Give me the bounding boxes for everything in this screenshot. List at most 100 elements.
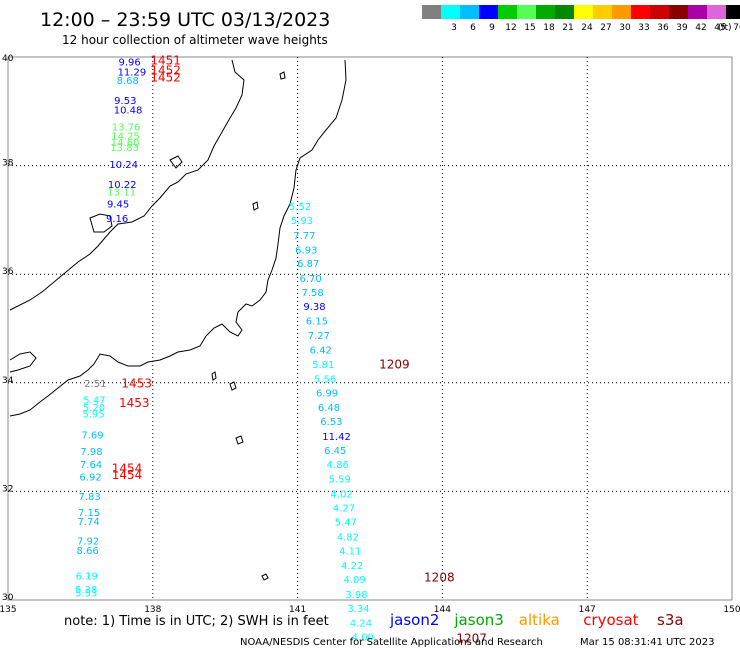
longitude-label: 144 bbox=[434, 605, 451, 615]
legend-tick-label: 33 bbox=[638, 23, 649, 33]
swh-value: 5.56 bbox=[314, 374, 336, 385]
satellite-name: jason3 bbox=[453, 611, 503, 629]
swh-value: 4.11 bbox=[339, 546, 361, 557]
graticule: 135 138 141 144 147 150 40 38 36 34 32 30 bbox=[0, 54, 740, 615]
legend-tick-label: 27 bbox=[600, 23, 611, 33]
swh-value: 6.93 bbox=[295, 246, 317, 257]
swh-value: 7.15 bbox=[78, 508, 100, 519]
swh-value: 6.70 bbox=[300, 274, 322, 285]
swh-value: 6.45 bbox=[324, 446, 346, 457]
latitude-label: 32 bbox=[2, 484, 13, 494]
swh-value: 5.52 bbox=[289, 202, 311, 213]
footer-note: note: 1) Time is in UTC; 2) SWH is in fe… bbox=[64, 614, 329, 629]
swh-value: 11.29 bbox=[118, 67, 147, 78]
swh-value: 7.64 bbox=[80, 460, 102, 471]
swh-value: 13.83 bbox=[110, 143, 139, 154]
swh-value: 6.15 bbox=[306, 317, 328, 328]
legend-swatch bbox=[498, 5, 517, 19]
island-hachijo bbox=[261, 573, 269, 581]
swh-value: 4.00 bbox=[352, 633, 374, 644]
swh-value: 7.92 bbox=[77, 537, 99, 548]
legend-swatch bbox=[536, 5, 555, 19]
swh-value: 6.87 bbox=[297, 259, 319, 270]
swh-value: 5.20 bbox=[83, 403, 105, 414]
swh-value: 4.09 bbox=[343, 575, 365, 586]
swh-value: 7.69 bbox=[81, 431, 103, 442]
longitude-label: 138 bbox=[144, 605, 161, 615]
swh-value: 5.47 bbox=[83, 395, 105, 406]
pass-time: 1452 bbox=[150, 63, 181, 77]
legend-swatch bbox=[688, 5, 707, 19]
legend-swatch bbox=[422, 5, 441, 19]
legend-swatch bbox=[593, 5, 612, 19]
legend-tick-label: 45 bbox=[714, 23, 725, 33]
swh-value: 13.76 bbox=[112, 122, 141, 133]
footer-timestamp: Mar 15 08:31:41 UTC 2023 bbox=[580, 637, 715, 648]
satellite-name: altika bbox=[519, 611, 560, 629]
island-sado bbox=[169, 155, 183, 169]
legend-tick-label: 39 bbox=[676, 23, 688, 33]
pass-time: 1454 bbox=[112, 468, 143, 482]
pass-time: 1208 bbox=[424, 571, 455, 585]
map-subtitle: 12 hour collection of altimeter wave hei… bbox=[62, 33, 328, 47]
swh-value: 7.58 bbox=[301, 288, 323, 299]
swh-value: 9.96 bbox=[119, 58, 141, 69]
swh-value: 3.98 bbox=[345, 590, 367, 601]
swh-value: 5.38 bbox=[75, 585, 97, 596]
latitude-label: 40 bbox=[2, 54, 14, 64]
swh-value: 6.19 bbox=[76, 571, 98, 582]
map-frame bbox=[7, 56, 733, 601]
satellite-name: cryosat bbox=[583, 611, 638, 629]
swh-value: 5.95 bbox=[82, 410, 104, 421]
pass-time: 1452 bbox=[150, 70, 181, 84]
swh-value: 6.53 bbox=[320, 417, 342, 428]
island-small-a bbox=[211, 371, 217, 381]
swh-value: 6.42 bbox=[310, 345, 332, 356]
swh-value: 10.24 bbox=[109, 160, 138, 171]
swh-value: 7.98 bbox=[80, 447, 102, 458]
swh-value: 10.48 bbox=[114, 105, 143, 116]
legend-tick-label: 21 bbox=[562, 23, 573, 33]
legend-swatch bbox=[726, 5, 740, 19]
legend-tick-label: 12 bbox=[505, 23, 516, 33]
swh-value: 8.66 bbox=[77, 546, 99, 557]
swh-value: 13.11 bbox=[107, 187, 136, 198]
swh-value: 9.38 bbox=[303, 302, 325, 313]
satellite-name: jason2 bbox=[389, 611, 439, 629]
legend-tick-label: 70 bbox=[733, 23, 740, 33]
coastline bbox=[9, 59, 347, 581]
color-legend: 36912151821242730333639424570(ft) bbox=[422, 5, 740, 33]
swh-value: 7.27 bbox=[308, 331, 330, 342]
pass-time: 1207 bbox=[456, 631, 487, 645]
longitude-label: 150 bbox=[723, 605, 740, 615]
longitude-label: 147 bbox=[579, 605, 596, 615]
swh-observations: 9.9611.298.689.5310.4813.7614.2514.6013.… bbox=[75, 58, 374, 644]
coastline-pacific-honshu bbox=[9, 59, 347, 417]
swh-value: 5.53 bbox=[75, 589, 97, 600]
legend-swatch bbox=[441, 5, 460, 19]
satellite-legend: jason2 jason3 altika cryosat s3a bbox=[389, 611, 684, 629]
swh-value: 2.51 bbox=[84, 379, 106, 390]
legend-swatch bbox=[631, 5, 650, 19]
legend-tick-label: 15 bbox=[524, 23, 535, 33]
pass-time: 1453 bbox=[119, 396, 150, 410]
swh-value: 4.02 bbox=[330, 489, 352, 500]
swh-value: 4.82 bbox=[337, 532, 359, 543]
legend-tick-label: 9 bbox=[489, 23, 495, 33]
island-small-c bbox=[279, 71, 286, 80]
coastline-noto bbox=[89, 213, 113, 233]
legend-swatch bbox=[612, 5, 631, 19]
island-miyake bbox=[235, 435, 244, 445]
swh-value: 9.16 bbox=[106, 214, 128, 225]
latitude-label: 30 bbox=[2, 593, 14, 603]
island-small-b bbox=[252, 201, 259, 211]
coastline-shikoku bbox=[9, 351, 37, 373]
legend-tick-label: 24 bbox=[581, 23, 593, 33]
legend-swatch bbox=[669, 5, 688, 19]
legend-tick-label: 36 bbox=[657, 23, 669, 33]
swh-value: 5.81 bbox=[312, 360, 334, 371]
swh-value: 4.86 bbox=[327, 460, 349, 471]
swh-value: 7.77 bbox=[293, 231, 315, 242]
footer-credit: NOAA/NESDIS Center for Satellite Applica… bbox=[240, 637, 543, 648]
